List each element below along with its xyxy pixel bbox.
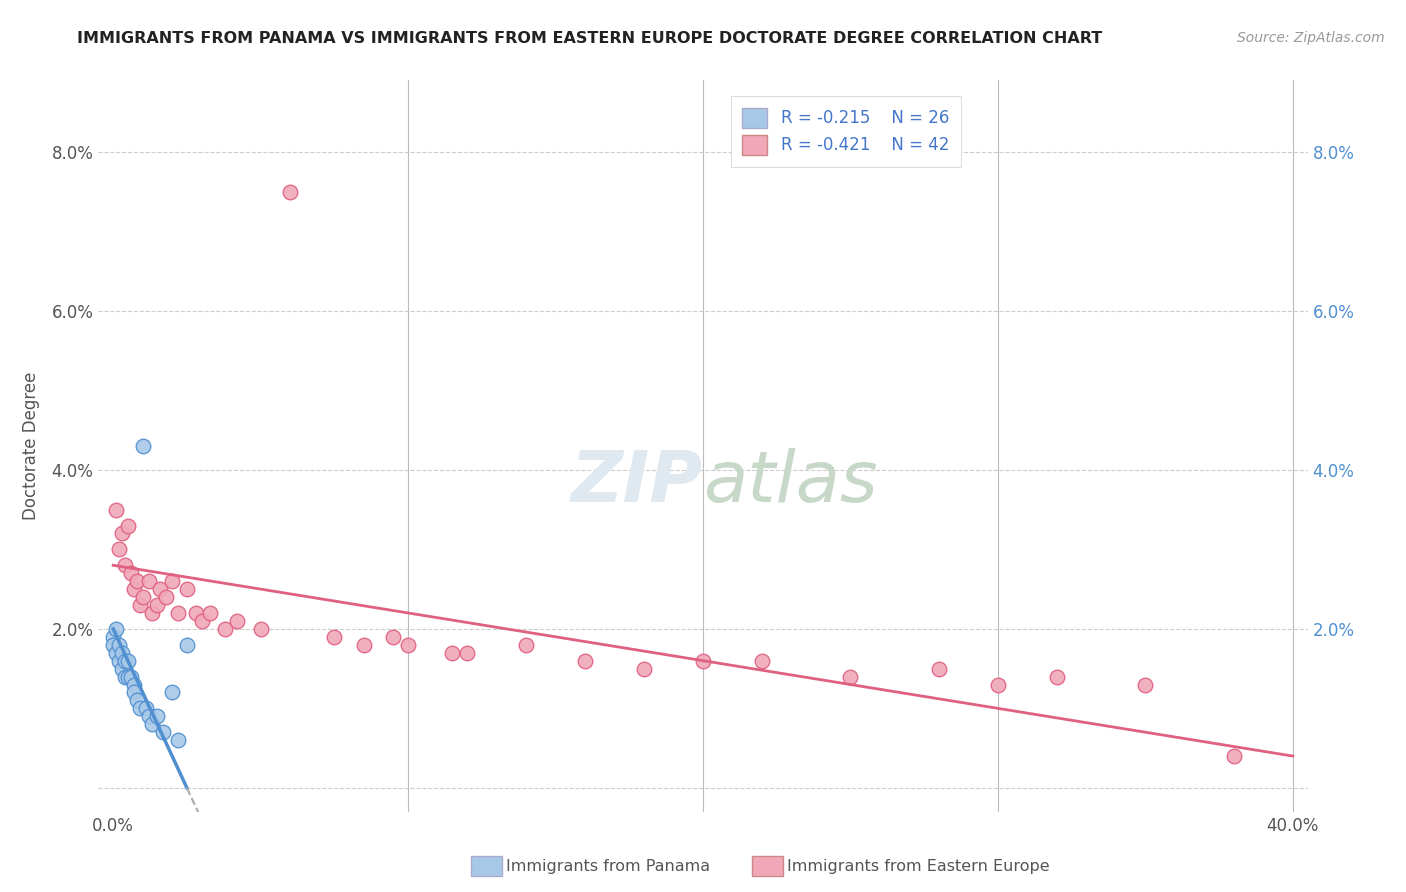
Point bbox=[441, 646, 464, 660]
Point bbox=[190, 614, 212, 628]
Point bbox=[138, 574, 160, 589]
Point bbox=[125, 574, 148, 589]
Point bbox=[176, 582, 198, 596]
Point bbox=[278, 185, 301, 199]
Point bbox=[131, 590, 153, 604]
Point bbox=[108, 654, 131, 668]
Text: Source: ZipAtlas.com: Source: ZipAtlas.com bbox=[1237, 31, 1385, 45]
Point bbox=[125, 693, 148, 707]
Point bbox=[128, 701, 150, 715]
Point bbox=[114, 558, 136, 573]
Text: IMMIGRANTS FROM PANAMA VS IMMIGRANTS FROM EASTERN EUROPE DOCTORATE DEGREE CORREL: IMMIGRANTS FROM PANAMA VS IMMIGRANTS FRO… bbox=[77, 31, 1102, 46]
Y-axis label: Doctorate Degree: Doctorate Degree bbox=[22, 372, 41, 520]
Point bbox=[152, 725, 174, 739]
Point bbox=[839, 669, 862, 683]
Point bbox=[111, 662, 134, 676]
Point bbox=[515, 638, 537, 652]
Point bbox=[751, 654, 773, 668]
Point bbox=[1135, 677, 1157, 691]
Point bbox=[105, 646, 128, 660]
Point bbox=[138, 709, 160, 723]
Point bbox=[128, 598, 150, 612]
Point bbox=[105, 502, 128, 516]
Point bbox=[120, 669, 142, 683]
Point bbox=[226, 614, 249, 628]
Point bbox=[176, 638, 198, 652]
Point bbox=[353, 638, 375, 652]
Point bbox=[122, 582, 145, 596]
Point bbox=[249, 622, 271, 636]
Point bbox=[574, 654, 596, 668]
Point bbox=[146, 598, 169, 612]
Point bbox=[141, 717, 163, 731]
Point bbox=[117, 669, 139, 683]
Point bbox=[114, 654, 136, 668]
Point bbox=[146, 709, 169, 723]
Point bbox=[987, 677, 1010, 691]
Text: Immigrants from Eastern Europe: Immigrants from Eastern Europe bbox=[787, 859, 1050, 873]
Point bbox=[117, 654, 139, 668]
Point bbox=[160, 574, 183, 589]
Point bbox=[184, 606, 207, 620]
Point bbox=[101, 630, 124, 644]
Point bbox=[120, 566, 142, 581]
Point bbox=[111, 646, 134, 660]
Point bbox=[149, 582, 172, 596]
Legend: R = -0.215    N = 26, R = -0.421    N = 42: R = -0.215 N = 26, R = -0.421 N = 42 bbox=[731, 96, 960, 167]
Point bbox=[167, 606, 190, 620]
Point bbox=[108, 542, 131, 557]
Point bbox=[396, 638, 419, 652]
Point bbox=[131, 439, 153, 453]
Point bbox=[323, 630, 346, 644]
Point bbox=[160, 685, 183, 699]
Point bbox=[114, 669, 136, 683]
Text: Immigrants from Panama: Immigrants from Panama bbox=[506, 859, 710, 873]
Point bbox=[155, 590, 177, 604]
Point bbox=[456, 646, 478, 660]
Point bbox=[122, 685, 145, 699]
Text: ZIP: ZIP bbox=[571, 448, 703, 517]
Point bbox=[122, 677, 145, 691]
Point bbox=[200, 606, 222, 620]
Point bbox=[382, 630, 405, 644]
Point bbox=[928, 662, 950, 676]
Point bbox=[214, 622, 236, 636]
Point bbox=[633, 662, 655, 676]
Point bbox=[141, 606, 163, 620]
Point bbox=[1223, 749, 1246, 764]
Point bbox=[167, 733, 190, 747]
Point bbox=[692, 654, 714, 668]
Point bbox=[101, 638, 124, 652]
Point bbox=[135, 701, 157, 715]
Point bbox=[105, 622, 128, 636]
Point bbox=[1046, 669, 1069, 683]
Point bbox=[117, 518, 139, 533]
Text: atlas: atlas bbox=[703, 448, 877, 517]
Point bbox=[108, 638, 131, 652]
Point bbox=[111, 526, 134, 541]
